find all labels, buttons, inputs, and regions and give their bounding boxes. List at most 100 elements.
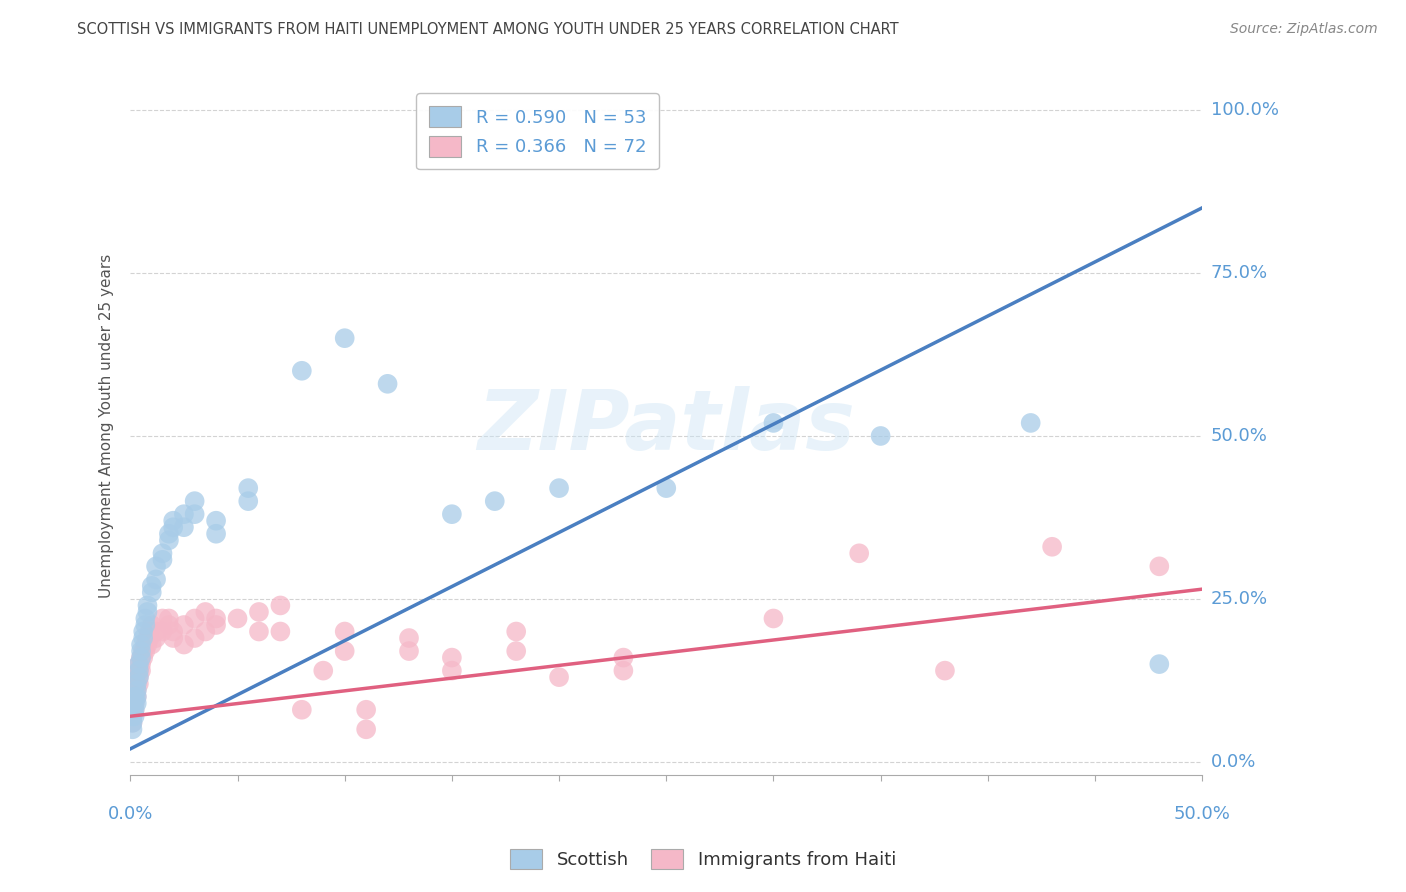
Text: SCOTTISH VS IMMIGRANTS FROM HAITI UNEMPLOYMENT AMONG YOUTH UNDER 25 YEARS CORREL: SCOTTISH VS IMMIGRANTS FROM HAITI UNEMPL… xyxy=(77,22,898,37)
Point xyxy=(398,644,420,658)
Text: 50.0%: 50.0% xyxy=(1211,427,1267,445)
Point xyxy=(136,631,159,645)
Point xyxy=(145,573,167,587)
Point xyxy=(136,599,159,613)
Point xyxy=(125,696,148,710)
Point xyxy=(121,709,143,723)
Point xyxy=(141,579,163,593)
Point xyxy=(548,670,571,684)
Point xyxy=(269,624,291,639)
Point xyxy=(440,664,463,678)
Point xyxy=(138,624,160,639)
Point xyxy=(125,683,148,698)
Point xyxy=(1149,657,1171,672)
Point xyxy=(141,638,163,652)
Point xyxy=(205,514,228,528)
Point xyxy=(121,723,143,737)
Point xyxy=(247,624,270,639)
Text: 50.0%: 50.0% xyxy=(1174,805,1230,823)
Point xyxy=(505,644,527,658)
Point xyxy=(291,364,314,378)
Point xyxy=(132,624,155,639)
Point xyxy=(934,664,956,678)
Point xyxy=(138,631,160,645)
Point xyxy=(145,624,167,639)
Point xyxy=(157,618,180,632)
Text: ZIPatlas: ZIPatlas xyxy=(477,385,855,467)
Point xyxy=(162,514,184,528)
Text: 100.0%: 100.0% xyxy=(1211,101,1278,119)
Point xyxy=(157,526,180,541)
Point xyxy=(377,376,399,391)
Point xyxy=(125,690,148,704)
Point xyxy=(125,676,148,690)
Point xyxy=(173,507,195,521)
Point xyxy=(291,703,314,717)
Point xyxy=(124,683,146,698)
Point xyxy=(247,605,270,619)
Point xyxy=(145,559,167,574)
Point xyxy=(269,599,291,613)
Point xyxy=(121,703,143,717)
Point xyxy=(121,696,143,710)
Point xyxy=(128,657,150,672)
Point xyxy=(484,494,506,508)
Point xyxy=(162,631,184,645)
Point xyxy=(129,664,152,678)
Point xyxy=(125,690,148,704)
Point xyxy=(162,520,184,534)
Legend: R = 0.590   N = 53, R = 0.366   N = 72: R = 0.590 N = 53, R = 0.366 N = 72 xyxy=(416,94,659,169)
Point xyxy=(141,585,163,599)
Point xyxy=(121,703,143,717)
Point xyxy=(128,670,150,684)
Point xyxy=(194,624,217,639)
Point xyxy=(124,690,146,704)
Point xyxy=(129,644,152,658)
Point xyxy=(612,650,634,665)
Point xyxy=(124,690,146,704)
Point xyxy=(548,481,571,495)
Point xyxy=(124,709,146,723)
Point xyxy=(226,611,249,625)
Point xyxy=(129,650,152,665)
Point xyxy=(312,664,335,678)
Point xyxy=(134,644,156,658)
Point xyxy=(132,644,155,658)
Legend: Scottish, Immigrants from Haiti: Scottish, Immigrants from Haiti xyxy=(501,839,905,879)
Point xyxy=(398,631,420,645)
Point xyxy=(124,703,146,717)
Point xyxy=(205,611,228,625)
Point xyxy=(121,715,143,730)
Point xyxy=(121,715,143,730)
Point xyxy=(238,494,260,508)
Point xyxy=(134,618,156,632)
Text: 0.0%: 0.0% xyxy=(108,805,153,823)
Point xyxy=(194,605,217,619)
Point xyxy=(124,696,146,710)
Point xyxy=(333,331,356,345)
Point xyxy=(173,520,195,534)
Point xyxy=(134,611,156,625)
Point xyxy=(152,546,174,560)
Point xyxy=(333,624,356,639)
Point xyxy=(354,703,377,717)
Point xyxy=(152,624,174,639)
Point xyxy=(869,429,891,443)
Point xyxy=(238,481,260,495)
Point xyxy=(354,723,377,737)
Point xyxy=(128,664,150,678)
Point xyxy=(125,683,148,698)
Point xyxy=(762,611,785,625)
Text: Source: ZipAtlas.com: Source: ZipAtlas.com xyxy=(1230,22,1378,37)
Point xyxy=(129,650,152,665)
Point xyxy=(132,631,155,645)
Point xyxy=(183,611,205,625)
Point xyxy=(128,657,150,672)
Point xyxy=(145,631,167,645)
Point xyxy=(183,507,205,521)
Point xyxy=(128,670,150,684)
Point xyxy=(505,624,527,639)
Point xyxy=(762,416,785,430)
Point xyxy=(333,644,356,658)
Point xyxy=(157,611,180,625)
